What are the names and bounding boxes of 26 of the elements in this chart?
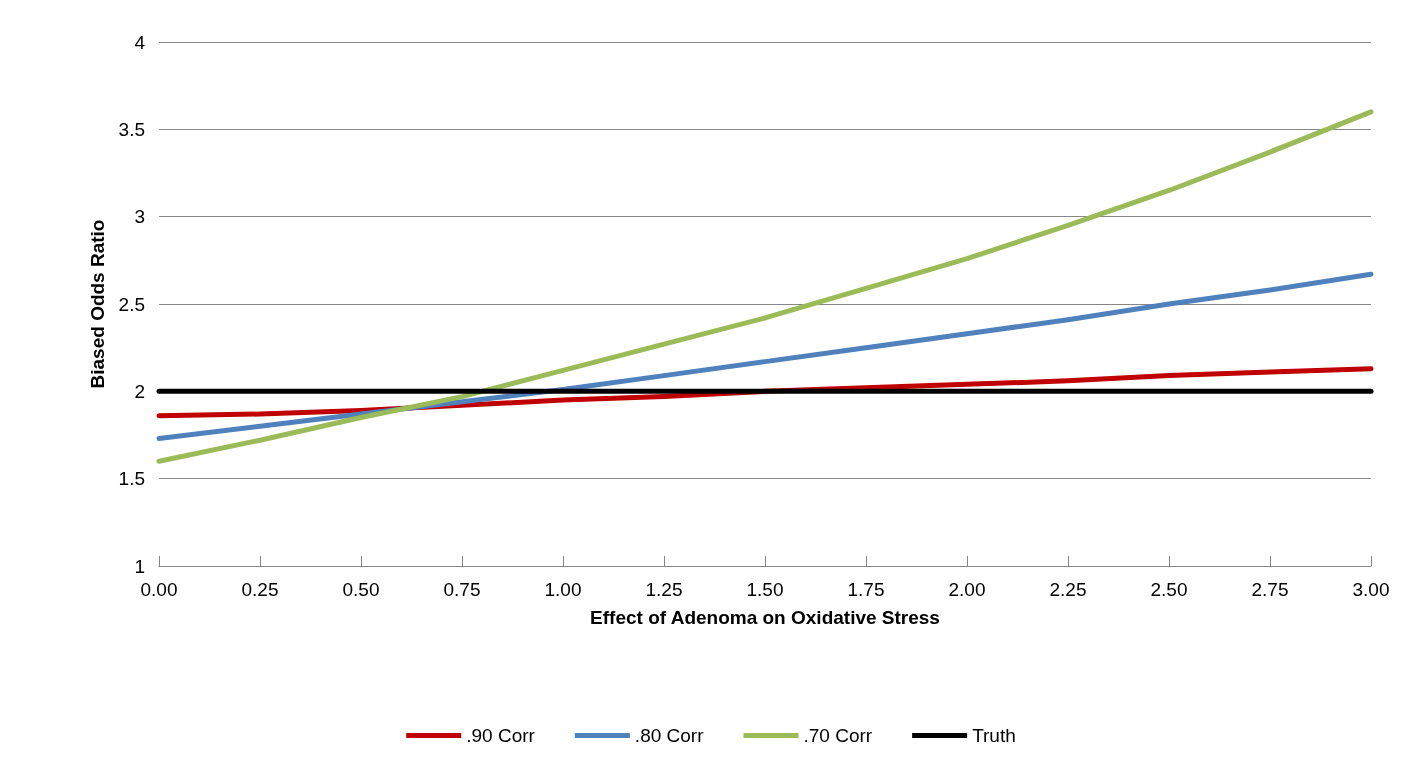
x-tick-label: 1.25 [645,579,683,600]
x-tick-label: 0.50 [342,579,380,600]
y-tick-label: 1 [134,555,145,577]
x-tick-label: 2.50 [1150,579,1188,600]
y-axis-title: Biased Odds Ratio [87,219,108,389]
x-tick-label: 3.00 [1352,579,1390,600]
y-tick-label: 3.5 [118,118,145,140]
x-tick-label: 0.25 [241,579,279,600]
x-tick-label: 1.50 [746,579,784,600]
y-tick-label: 2 [134,380,145,402]
legend-label: .70 Corr [803,725,873,746]
y-tick-label: 1.5 [118,468,145,490]
legend-label: .90 Corr [466,725,536,746]
x-axis-title: Effect of Adenoma on Oxidative Stress [590,607,940,628]
y-tick-label: 4 [134,31,146,53]
x-tick-label: 2.00 [948,579,986,600]
x-tick-label: 1.00 [544,579,582,600]
legend-label: Truth [972,725,1016,746]
y-tick-label: 3 [134,206,145,228]
x-tick-label: 2.25 [1049,579,1087,600]
x-tick-label: 1.75 [847,579,885,600]
x-tick-label: 2.75 [1251,579,1289,600]
y-tick-label: 2.5 [118,293,145,315]
legend-label: .80 Corr [634,725,705,746]
x-tick-label: 0.75 [443,579,481,600]
x-tick-label: 0.00 [140,579,178,600]
